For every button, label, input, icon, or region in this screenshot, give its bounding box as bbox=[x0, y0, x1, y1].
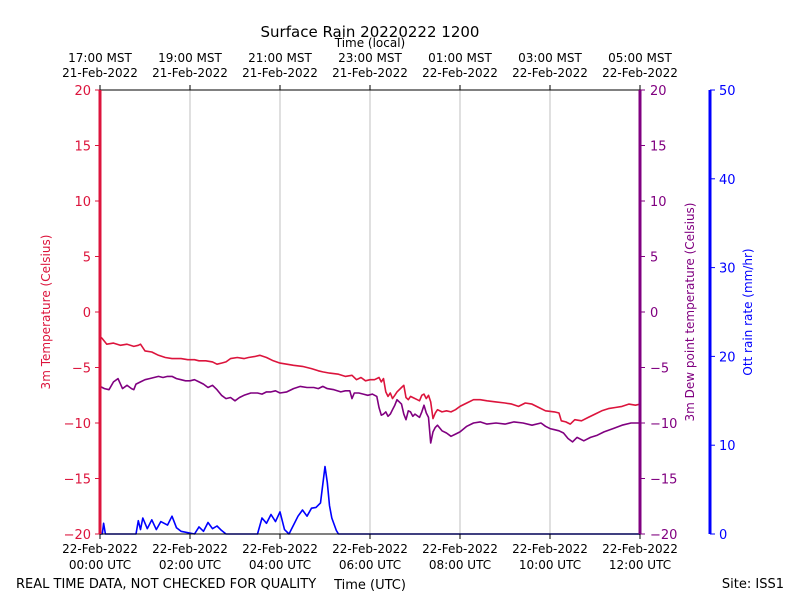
rain-tick-label: 20 bbox=[719, 350, 736, 365]
top-tick-label-time: 03:00 MST bbox=[518, 51, 582, 65]
x-tick-label-date: 22-Feb-2022 bbox=[332, 542, 408, 556]
top-tick-label-date: 22-Feb-2022 bbox=[422, 66, 498, 80]
right-tick-label: 15 bbox=[650, 140, 667, 155]
left-tick-label: −15 bbox=[64, 473, 91, 488]
x-tick-label-time: 08:00 UTC bbox=[429, 558, 491, 572]
top-tick-label-date: 22-Feb-2022 bbox=[512, 66, 588, 80]
left-tick-label: 15 bbox=[74, 140, 91, 155]
x-tick-label-time: 00:00 UTC bbox=[69, 558, 131, 572]
right-tick-label: −10 bbox=[650, 417, 677, 432]
rain-tick-label: 50 bbox=[719, 84, 736, 99]
rain-rate-line bbox=[100, 465, 640, 535]
top-tick-label-time: 17:00 MST bbox=[68, 51, 132, 65]
rain-tick-label: 40 bbox=[719, 173, 736, 188]
x-tick-label-date: 22-Feb-2022 bbox=[242, 542, 318, 556]
left-tick-label: 0 bbox=[83, 306, 91, 321]
right-tick-label: 5 bbox=[650, 251, 658, 266]
x-tick-label-date: 22-Feb-2022 bbox=[422, 542, 498, 556]
x-tick-label-date: 22-Feb-2022 bbox=[152, 542, 228, 556]
x-gridlines bbox=[189, 90, 551, 534]
left-tick-label: −20 bbox=[64, 528, 91, 543]
top-tick-label-date: 21-Feb-2022 bbox=[242, 66, 318, 80]
x-tick-label-time: 02:00 UTC bbox=[159, 558, 221, 572]
x-tick-label-time: 12:00 UTC bbox=[609, 558, 671, 572]
left-axis-label: 3m Temperature (Celsius) bbox=[39, 235, 53, 390]
right-tick-label: −5 bbox=[650, 362, 669, 377]
quality-disclaimer: REAL TIME DATA, NOT CHECKED FOR QUALITY bbox=[16, 577, 316, 592]
right-tick-label: 0 bbox=[650, 306, 658, 321]
right-tick-label: 10 bbox=[650, 195, 667, 210]
top-tick-label-date: 22-Feb-2022 bbox=[602, 66, 678, 80]
top-tick-label-time: 19:00 MST bbox=[158, 51, 222, 65]
top-tick-label-time: 23:00 MST bbox=[338, 51, 402, 65]
right-tick-label: −15 bbox=[650, 473, 677, 488]
right-tick-label: −20 bbox=[650, 528, 677, 543]
series-layer bbox=[99, 335, 641, 535]
rain-tick-label: 0 bbox=[719, 528, 727, 543]
site-label: Site: ISS1 bbox=[722, 577, 784, 592]
top-tick-label-time: 21:00 MST bbox=[248, 51, 312, 65]
temperature-line bbox=[99, 335, 641, 425]
rain-axis-label: Ott rain rate (mm/hr) bbox=[741, 248, 755, 375]
top-tick-label-time: 01:00 MST bbox=[428, 51, 492, 65]
left-tick-label: 20 bbox=[74, 84, 91, 99]
left-tick-label: −5 bbox=[72, 362, 91, 377]
rain-tick-label: 10 bbox=[719, 439, 736, 454]
x-tick-label-date: 22-Feb-2022 bbox=[602, 542, 678, 556]
x-axis-label: Time (UTC) bbox=[333, 578, 406, 593]
right-axis-label: 3m Dew point temperature (Celsius) bbox=[683, 203, 697, 422]
top-tick-label-date: 21-Feb-2022 bbox=[152, 66, 228, 80]
right-tick-label: 20 bbox=[650, 84, 667, 99]
dewpoint-line bbox=[99, 375, 640, 444]
x-tick-label-date: 22-Feb-2022 bbox=[62, 542, 138, 556]
x-tick-label-time: 06:00 UTC bbox=[339, 558, 401, 572]
rain-tick-label: 30 bbox=[719, 262, 736, 277]
x-tick-label-time: 04:00 UTC bbox=[249, 558, 311, 572]
top-axis-label: Time (local) bbox=[334, 36, 406, 50]
x-tick-label-date: 22-Feb-2022 bbox=[512, 542, 588, 556]
left-tick-label: −10 bbox=[64, 417, 91, 432]
chart-title: Surface Rain 20220222 1200 bbox=[261, 23, 480, 41]
left-tick-label: 10 bbox=[74, 195, 91, 210]
top-tick-label-time: 05:00 MST bbox=[608, 51, 672, 65]
left-tick-label: 5 bbox=[83, 251, 91, 266]
top-tick-label-date: 21-Feb-2022 bbox=[332, 66, 408, 80]
x-tick-label-time: 10:00 UTC bbox=[519, 558, 581, 572]
top-tick-label-date: 21-Feb-2022 bbox=[62, 66, 138, 80]
